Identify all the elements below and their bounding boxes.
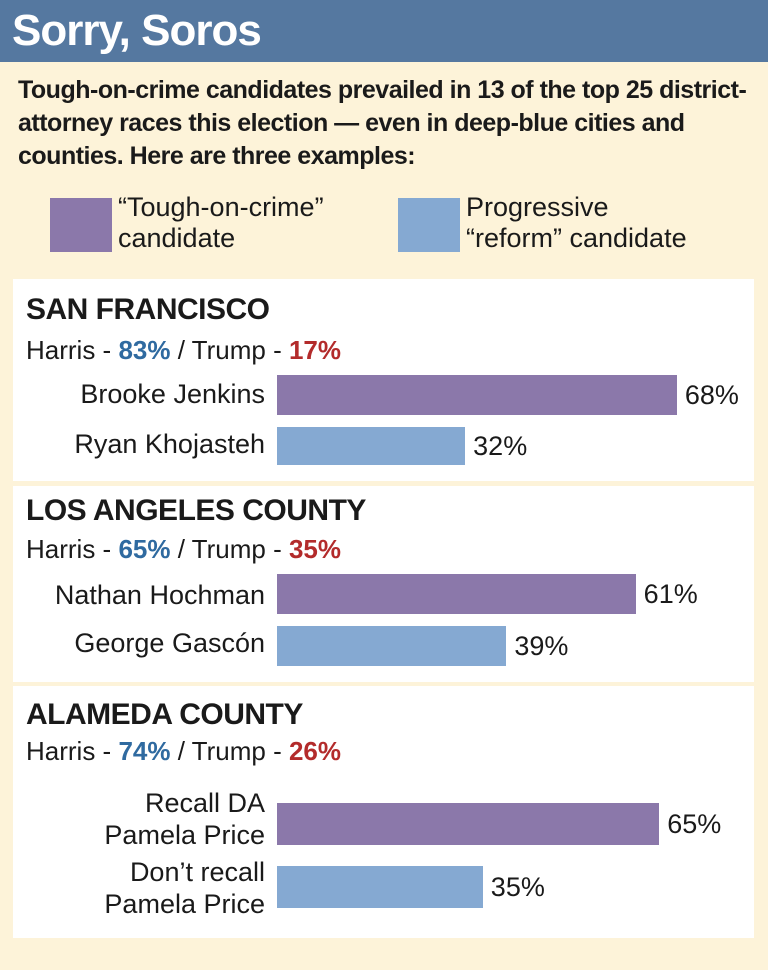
legend-label-tough: “Tough-on-crime” candidate [118,192,324,254]
candidate-label-line: Recall DA [144,788,265,818]
bar-value-label: 68% [684,380,739,410]
legend-label-progressive-line1: Progressive [466,192,609,222]
candidate-label-line: Pamela Price [104,889,265,919]
bar-prog [277,427,466,465]
trump-percent: 26% [288,736,341,766]
bar-value-label: 32% [473,431,528,461]
candidate-label: George Gascón [74,628,265,659]
chart-panel: LOS ANGELES COUNTY Harris - 65% / Trump -… [13,486,754,682]
candidate-label-line: Nathan Hochman [54,580,265,610]
region-title: LOS ANGELES COUNTY [26,494,366,527]
page-title: Sorry, Soros [12,6,262,55]
region-title: SAN FRANCISCO [26,293,270,326]
bar-value-label: 39% [514,631,569,661]
bar-prog [277,866,483,908]
harris-percent: 83% [118,335,171,365]
harris-label: Harris - [26,534,119,564]
presidential-vote: Harris - 65% / Trump - 35% [26,534,341,565]
trump-percent: 35% [288,534,341,564]
candidate-label: Recall DA Pamela Price [104,787,265,851]
bar-tough [277,375,677,415]
bar-tough [277,574,636,614]
trump-label: / Trump - [170,736,289,766]
bar-value-label: 61% [643,579,698,609]
trump-label: / Trump - [170,534,289,564]
region-title: ALAMEDA COUNTY [26,698,303,731]
presidential-vote: Harris - 74% / Trump - 26% [26,736,341,767]
legend-swatch-progressive [398,198,460,252]
harris-label: Harris - [26,335,119,365]
legend-label-tough-line1: “Tough-on-crime” [118,192,324,222]
legend-label-tough-line2: candidate [118,223,236,253]
legend-swatch-tough [50,198,112,252]
legend-label-progressive: Progressive “reform” candidate [466,192,687,254]
trump-percent: 17% [288,335,341,365]
candidate-label: Don’t recall Pamela Price [104,856,265,920]
presidential-vote: Harris - 83% / Trump - 17% [26,335,341,366]
candidate-label-line: Brooke Jenkins [80,379,265,409]
harris-percent: 74% [118,736,171,766]
candidate-label: Brooke Jenkins [80,379,265,410]
bar-value-label: 65% [667,809,722,839]
candidate-label: Nathan Hochman [55,580,265,611]
candidate-label-line: Pamela Price [104,820,265,850]
title-banner: Sorry, Soros [0,0,768,62]
bar-tough [277,803,660,845]
harris-percent: 65% [118,534,171,564]
trump-label: / Trump - [170,335,289,365]
chart-panel: SAN FRANCISCO Harris - 83% / Trump - 17% B… [13,279,754,481]
candidate-label: Ryan Khojasteh [74,429,265,460]
candidate-label-line: George Gascón [74,628,265,658]
bar-prog [277,626,507,666]
chart-panel: ALAMEDA COUNTY Harris - 74% / Trump - 26%… [13,686,754,938]
candidate-label-line: Ryan Khojasteh [74,429,265,459]
bar-value-label: 35% [490,872,545,902]
legend-label-progressive-line2: “reform” candidate [466,223,687,253]
candidate-label-line: Don’t recall [129,857,265,887]
intro-text: Tough-on-crime candidates prevailed in 1… [18,76,747,170]
harris-label: Harris - [26,736,119,766]
